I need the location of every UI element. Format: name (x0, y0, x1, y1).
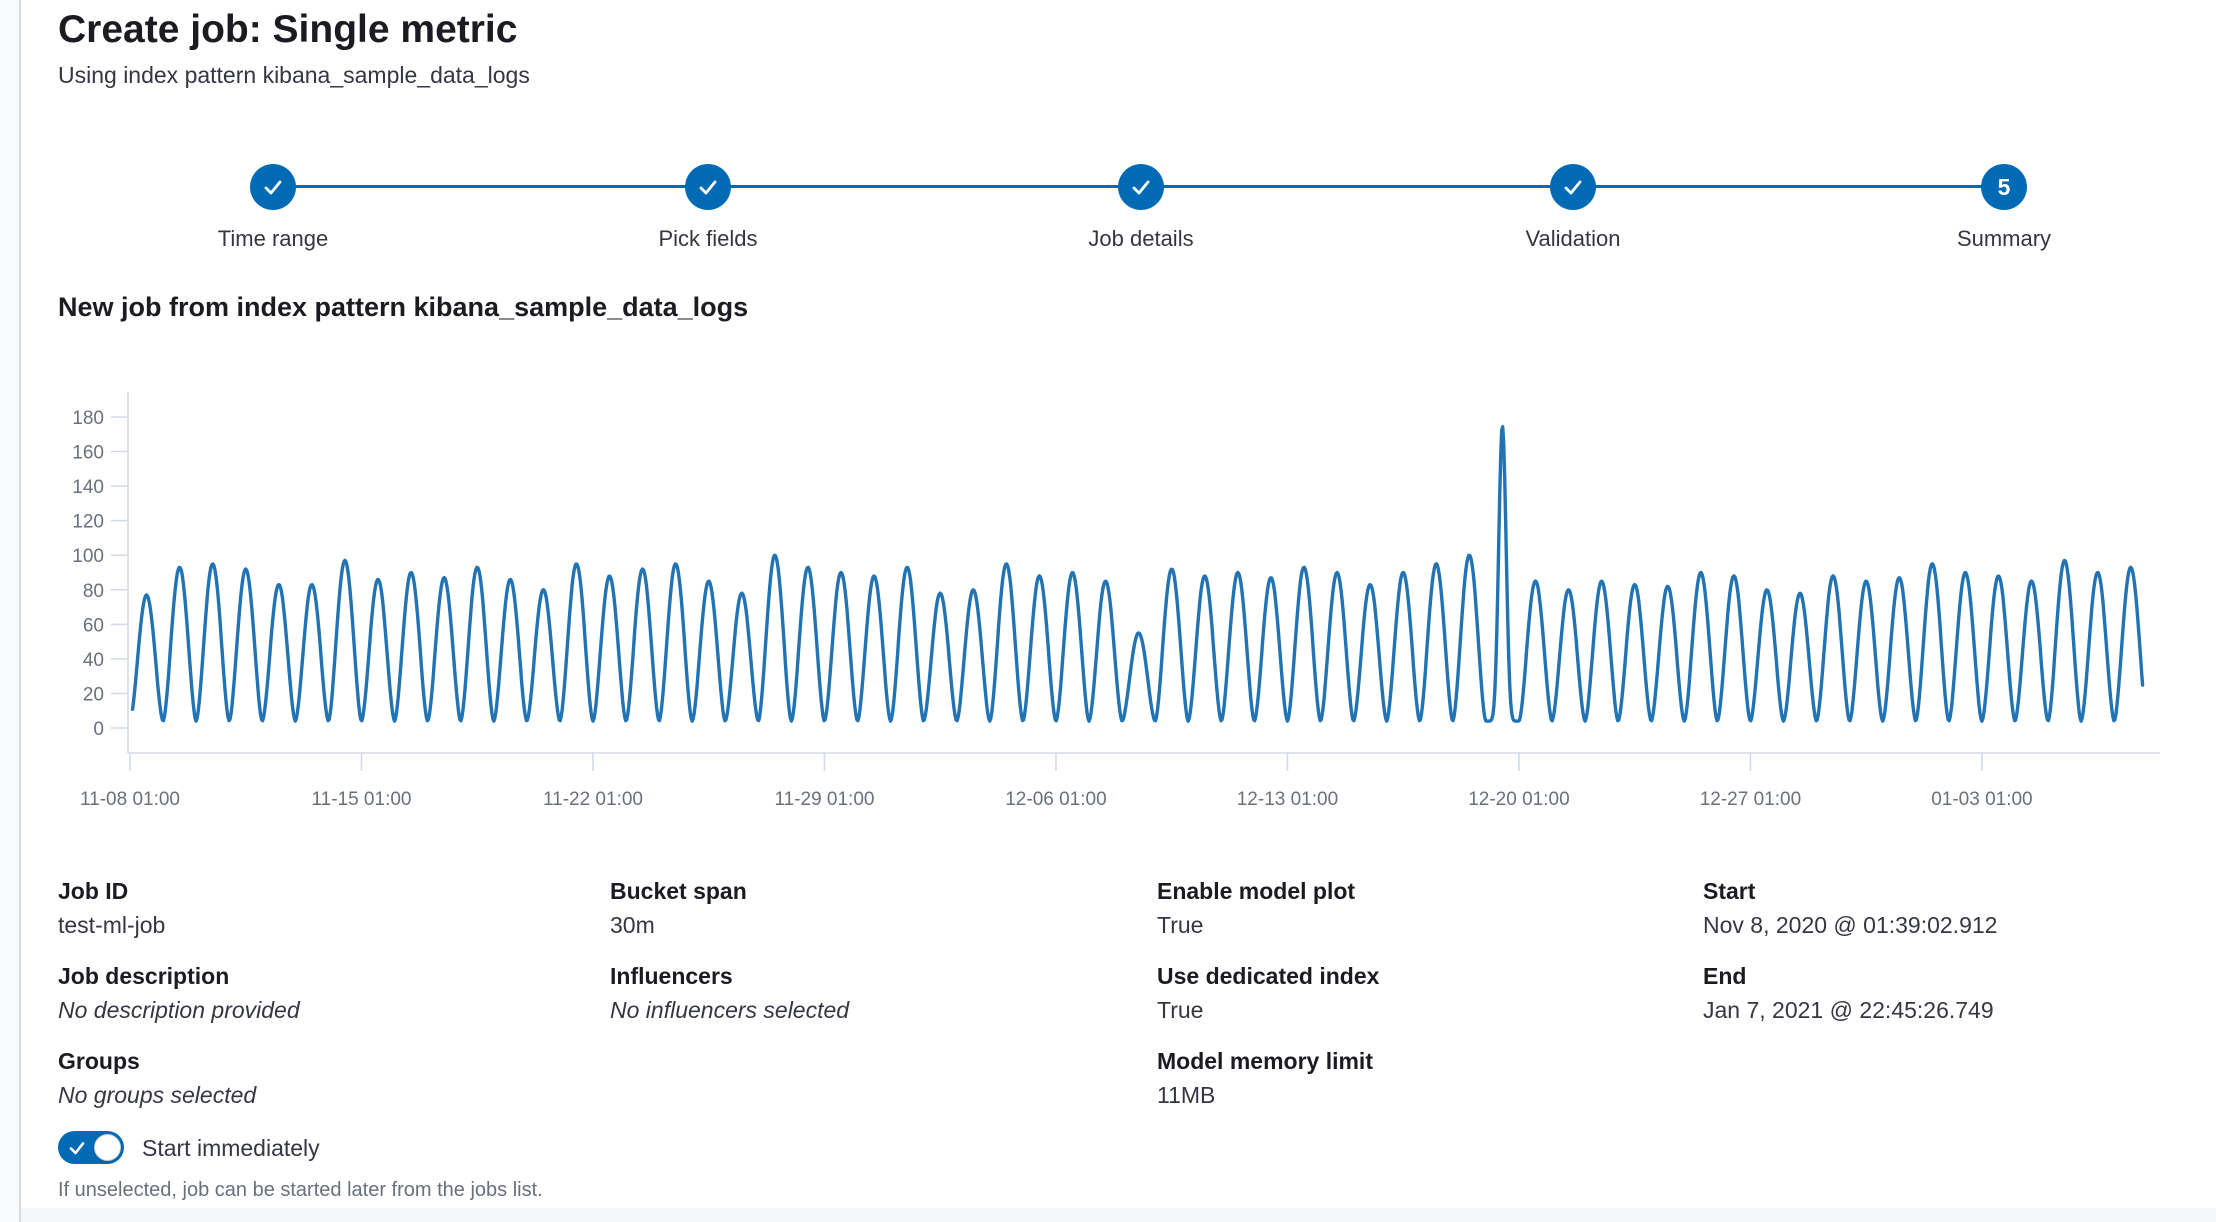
x-axis-tick-label: 12-20 01:00 (1468, 789, 1569, 810)
y-axis-tick-label: 0 (93, 719, 104, 740)
detail-value: Nov 8, 2020 @ 01:39:02.912 (1703, 912, 1998, 938)
y-axis-tick-label: 160 (72, 443, 104, 464)
start-immediately-block: Start immediately If unselected, job can… (58, 1131, 543, 1203)
step-label-validation[interactable]: Validation (1525, 226, 1621, 251)
x-axis-tick-label: 11-29 01:00 (774, 789, 874, 810)
detail-item-end: End Jan 7, 2021 @ 22:45:26.749 (1703, 961, 2216, 1025)
step-pick-fields-complete[interactable] (685, 164, 731, 210)
page-left-gutter (0, 0, 21, 1222)
detail-label: Enable model plot (1157, 878, 1356, 904)
y-axis-tick-label: 20 (83, 684, 104, 705)
detail-value: Jan 7, 2021 @ 22:45:26.749 (1703, 997, 1994, 1023)
event-rate-preview-chart: 0 20 40 60 80 100 120 140 160 180 11-08 01:00 11-15… (60, 390, 2170, 820)
check-icon (1132, 180, 1150, 195)
detail-label: End (1703, 963, 1747, 989)
start-immediately-toggle[interactable] (58, 1131, 124, 1164)
page-title: Create job: Single metric (58, 8, 518, 51)
y-axis-tick-label: 60 (83, 615, 104, 636)
y-axis-tick-label: 100 (72, 546, 104, 567)
detail-label: Job ID (58, 878, 129, 904)
start-immediately-help: If unselected, job can be started later … (58, 1179, 543, 1201)
step-validation-complete[interactable] (1550, 164, 1596, 210)
x-axis-tick-label: 11-15 01:00 (311, 789, 411, 810)
detail-value: 30m (610, 912, 655, 938)
x-axis-tick-label: 11-08 01:00 (80, 789, 180, 810)
detail-label: Groups (58, 1048, 140, 1074)
y-axis-tick-label: 180 (72, 408, 104, 429)
step-label-pick-fields[interactable]: Pick fields (658, 226, 758, 251)
toggle-knob (94, 1134, 121, 1161)
step-label-summary[interactable]: Summary (1956, 226, 2052, 251)
start-immediately-label: Start immediately (142, 1134, 320, 1161)
step-label-time-range[interactable]: Time range (217, 226, 329, 251)
section-heading: New job from index pattern kibana_sample… (58, 292, 749, 322)
x-axis-tick-label: 11-22 01:00 (543, 789, 643, 810)
detail-item-bucket-span: Bucket span 30m (610, 876, 1130, 940)
detail-item-model-memory-limit: Model memory limit 11MB (1157, 1046, 1677, 1110)
event-rate-line (130, 425, 2145, 723)
detail-label: Use dedicated index (1157, 963, 1380, 989)
page-subtitle: Using index pattern kibana_sample_data_l… (58, 62, 530, 88)
y-axis-tick-label: 120 (72, 512, 104, 533)
line-chart-svg: 0 20 40 60 80 100 120 140 160 180 11-08 01:00 11-15… (72, 392, 2160, 810)
detail-label: Job description (58, 963, 230, 989)
detail-item-job-description: Job description No description provided (58, 961, 578, 1025)
step-label-job-details[interactable]: Job details (1088, 226, 1194, 251)
step-time-range-complete[interactable] (250, 164, 296, 210)
x-axis-tick-label: 01-03 01:00 (1931, 789, 2032, 810)
detail-label: Bucket span (610, 878, 747, 904)
detail-item-use-dedicated-index: Use dedicated index True (1157, 961, 1677, 1025)
y-axis-tick-label: 40 (83, 650, 104, 671)
check-icon (264, 180, 282, 195)
x-axis-tick-label: 12-13 01:00 (1237, 789, 1338, 810)
detail-label: Influencers (610, 963, 733, 989)
y-axis-tick-label: 80 (83, 581, 104, 602)
check-icon (1564, 180, 1582, 195)
wizard-stepper: Time range Pick fields Job details Validati… (0, 150, 2216, 280)
detail-item-enable-model-plot: Enable model plot True (1157, 876, 1677, 940)
check-icon (699, 180, 717, 195)
x-axis-tick-label: 12-27 01:00 (1700, 789, 1801, 810)
x-axis-tick-label: 12-06 01:00 (1005, 789, 1106, 810)
detail-item-job-id: Job ID test-ml-job (58, 876, 578, 940)
detail-item-start: Start Nov 8, 2020 @ 01:39:02.912 (1703, 876, 2216, 940)
detail-item-groups: Groups No groups selected (58, 1046, 578, 1110)
step-job-details-complete[interactable] (1118, 164, 1164, 210)
detail-label: Model memory limit (1157, 1048, 1373, 1074)
detail-value: test-ml-job (58, 912, 166, 938)
y-axis-tick-label: 140 (72, 477, 104, 498)
detail-value: No description provided (58, 997, 300, 1023)
detail-value: True (1157, 997, 1204, 1023)
detail-value: No groups selected (58, 1082, 257, 1108)
detail-value: 11MB (1157, 1082, 1216, 1108)
step-summary-current[interactable]: 5 (1981, 164, 2027, 210)
page-bottom-gutter (21, 1208, 2216, 1222)
detail-item-influencers: Influencers No influencers selected (610, 961, 1130, 1025)
detail-value: No influencers selected (610, 997, 850, 1023)
step-number: 5 (1997, 173, 2011, 200)
detail-label: Start (1703, 878, 1756, 904)
check-icon (69, 1142, 85, 1155)
detail-value: True (1157, 912, 1204, 938)
